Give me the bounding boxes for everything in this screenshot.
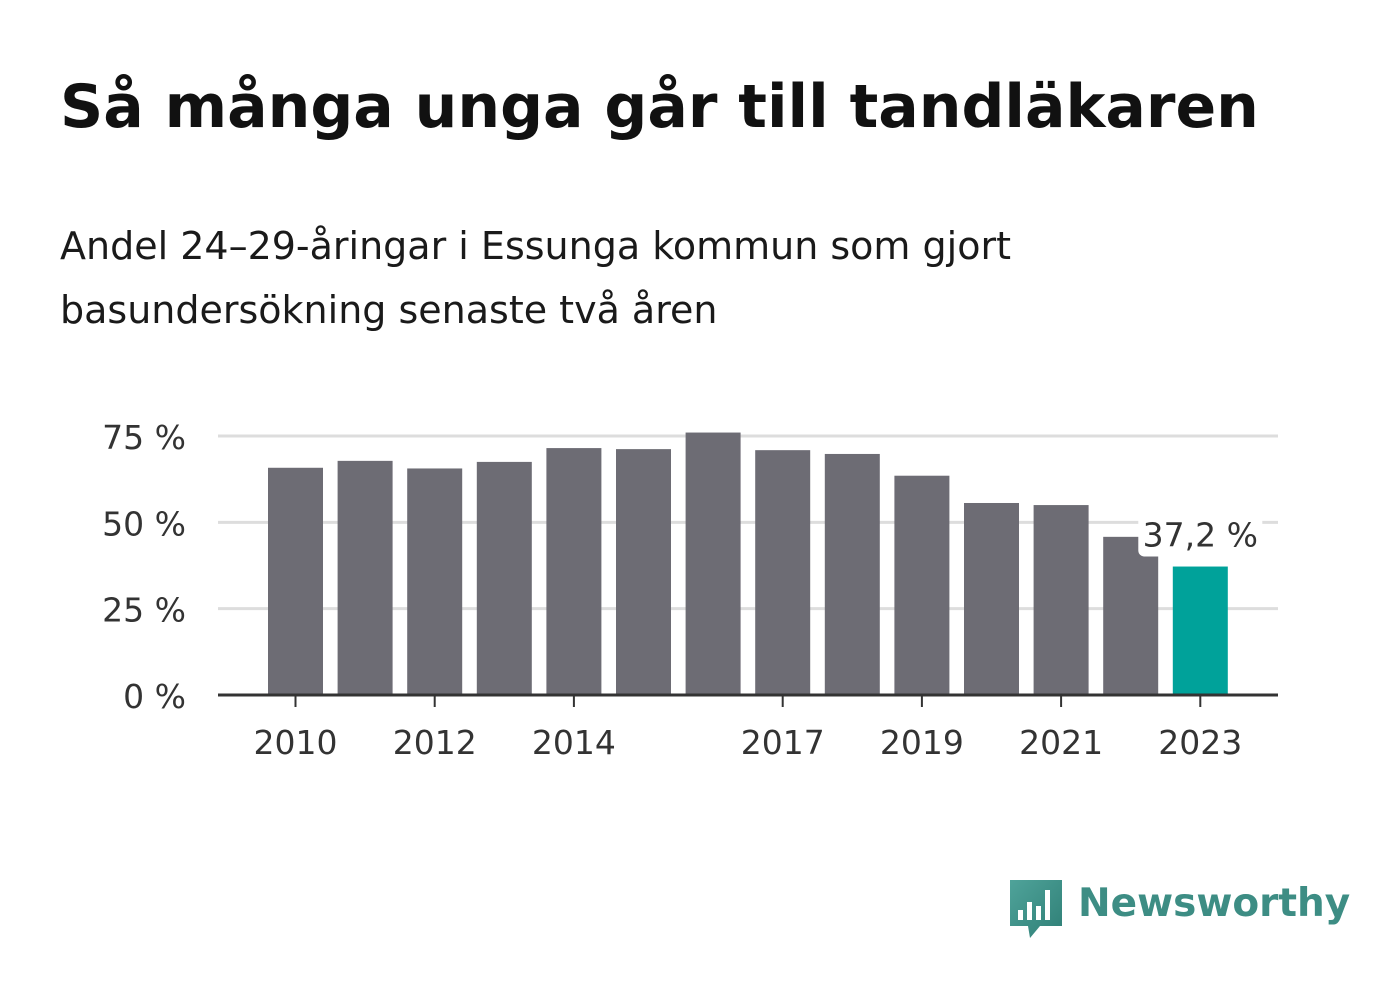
x-tick-label: 2021 <box>1019 723 1103 762</box>
y-tick-label: 0 % <box>123 677 186 716</box>
bar-chart-speech-bubble-icon <box>1010 880 1062 938</box>
bar <box>476 461 532 695</box>
brand-name: Newsworthy <box>1078 881 1351 926</box>
y-tick-label: 50 % <box>102 504 186 543</box>
bar <box>1033 505 1089 695</box>
x-tick-label: 2012 <box>393 723 477 762</box>
bar <box>685 432 741 695</box>
y-tick-label: 25 % <box>102 591 186 630</box>
bar <box>546 448 602 695</box>
value-label-background <box>1138 514 1263 557</box>
bar <box>824 453 880 695</box>
x-tick-label: 2017 <box>741 723 825 762</box>
x-tick-label: 2023 <box>1158 723 1242 762</box>
x-tick-label: 2014 <box>532 723 616 762</box>
bar <box>407 468 463 695</box>
x-tick-label: 2010 <box>254 723 338 762</box>
bar <box>337 460 393 695</box>
y-tick-label: 75 % <box>102 418 186 457</box>
value-label: 37,2 % <box>1143 516 1258 555</box>
bar <box>964 502 1019 695</box>
bars <box>268 432 1228 695</box>
bar <box>616 449 671 695</box>
gridlines <box>218 434 1278 611</box>
chart-title: Så många unga går till tandläkaren <box>60 72 1259 142</box>
newsworthy-logo: Newsworthy <box>1010 878 1350 942</box>
axes <box>218 693 1278 707</box>
bar <box>1172 566 1228 695</box>
bar <box>894 475 950 695</box>
bar <box>268 467 323 695</box>
x-tick-label: 2019 <box>880 723 964 762</box>
labels: 0 % 25 % 50 % 75 % 2010 2012 2014 2017 2019 2021 2… <box>102 418 1263 762</box>
bar <box>755 450 811 695</box>
chart-subtitle: Andel 24–29-åringar i Essunga kommun som… <box>60 224 1011 332</box>
bar <box>1103 536 1159 695</box>
